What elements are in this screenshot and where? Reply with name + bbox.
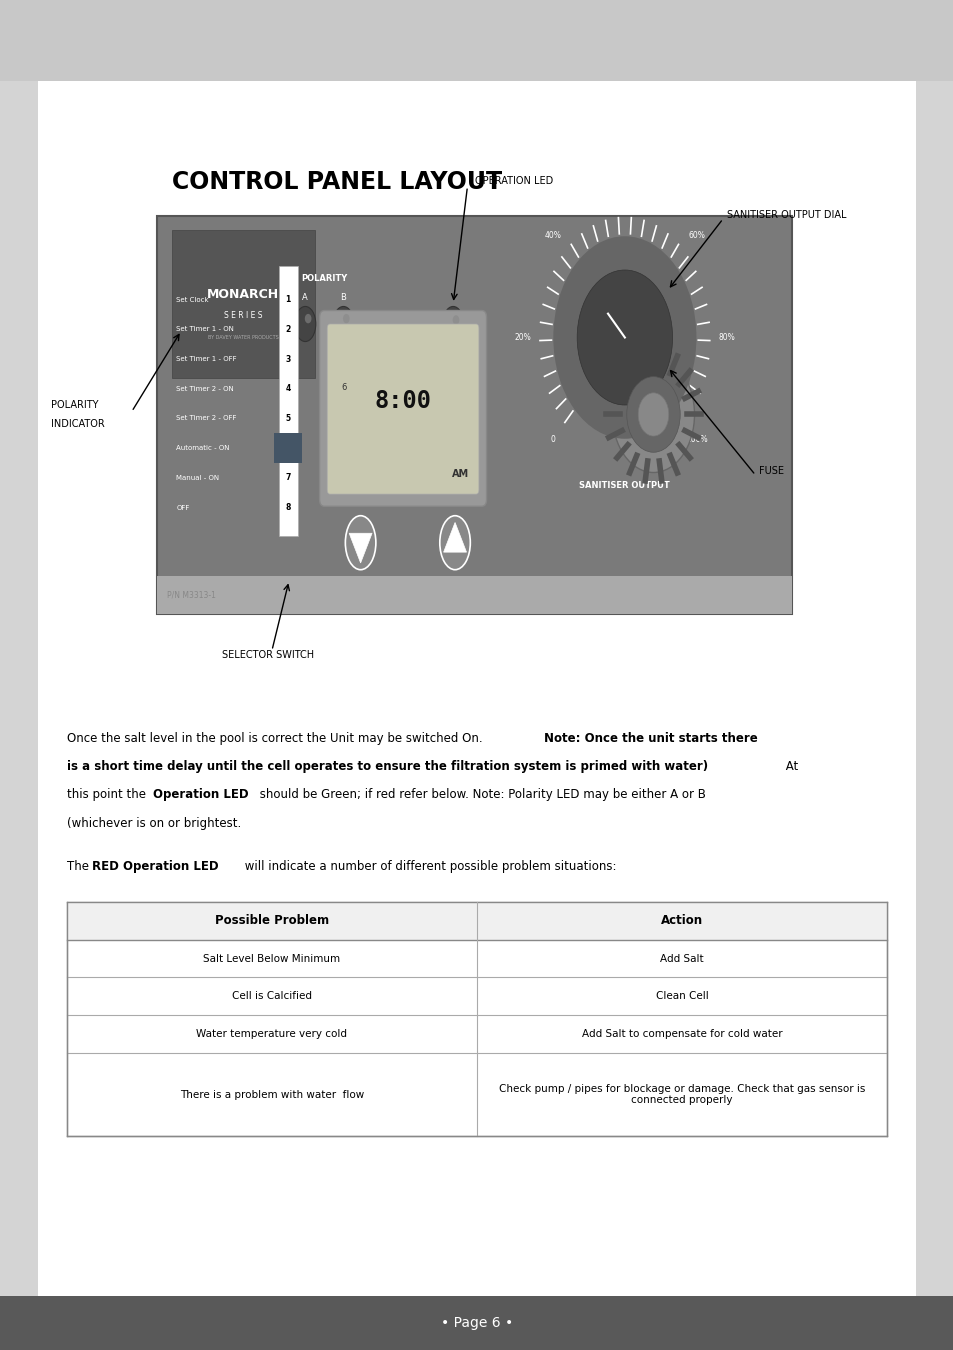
Ellipse shape <box>333 306 354 342</box>
Text: POLARITY: POLARITY <box>51 400 98 410</box>
Text: FUSE 3A: FUSE 3A <box>633 296 673 304</box>
Text: Clean Cell: Clean Cell <box>655 991 708 1002</box>
Text: FUSE: FUSE <box>759 466 783 477</box>
Text: Set Timer 1 - OFF: Set Timer 1 - OFF <box>176 356 237 362</box>
FancyBboxPatch shape <box>157 216 791 614</box>
Text: S E R I E S: S E R I E S <box>224 312 262 320</box>
Text: Possible Problem: Possible Problem <box>214 914 329 927</box>
Text: 4: 4 <box>285 385 291 393</box>
FancyBboxPatch shape <box>172 230 314 378</box>
Text: should be Green; if red refer below. Note: Polarity LED may be either A or B: should be Green; if red refer below. Not… <box>255 788 705 802</box>
Text: CONTROL PANEL LAYOUT: CONTROL PANEL LAYOUT <box>172 170 501 194</box>
Text: The: The <box>67 860 92 873</box>
Text: Set Clock: Set Clock <box>176 297 209 302</box>
Text: 5: 5 <box>285 414 291 423</box>
Text: 8: 8 <box>285 504 291 512</box>
Text: 40%: 40% <box>543 231 560 240</box>
Text: POLARITY: POLARITY <box>301 274 347 282</box>
Ellipse shape <box>305 315 311 323</box>
Circle shape <box>626 377 679 452</box>
Text: B: B <box>340 293 346 301</box>
Ellipse shape <box>345 516 375 570</box>
Text: P/N M3313-1: P/N M3313-1 <box>167 591 215 599</box>
Text: Set Timer 1 - ON: Set Timer 1 - ON <box>176 327 234 332</box>
Text: 6: 6 <box>341 383 347 392</box>
Polygon shape <box>349 533 372 563</box>
Text: There is a problem with water  flow: There is a problem with water flow <box>179 1089 364 1100</box>
Text: Automatic - ON: Automatic - ON <box>176 446 230 451</box>
Text: AM: AM <box>452 468 469 479</box>
Ellipse shape <box>439 516 470 570</box>
Ellipse shape <box>452 315 459 324</box>
Text: Add Salt to compensate for cold water: Add Salt to compensate for cold water <box>581 1029 781 1040</box>
Text: 8:00: 8:00 <box>374 389 431 413</box>
Text: 20%: 20% <box>514 333 531 342</box>
Text: A: A <box>302 293 308 301</box>
Text: 3: 3 <box>285 355 291 363</box>
Text: Set Timer 2 - ON: Set Timer 2 - ON <box>176 386 234 391</box>
FancyBboxPatch shape <box>0 1296 953 1350</box>
FancyBboxPatch shape <box>319 310 486 506</box>
Circle shape <box>577 270 672 405</box>
Text: 6: 6 <box>285 444 291 452</box>
Text: INDICATOR: INDICATOR <box>51 418 104 429</box>
FancyBboxPatch shape <box>38 81 915 1296</box>
Text: 60%: 60% <box>688 231 705 240</box>
Text: 80%: 80% <box>718 333 735 342</box>
Text: MONARCH: MONARCH <box>207 288 279 301</box>
Text: OPERATION: OPERATION <box>428 363 477 371</box>
Circle shape <box>612 356 694 472</box>
FancyBboxPatch shape <box>327 324 478 494</box>
Text: 7: 7 <box>285 474 291 482</box>
Ellipse shape <box>294 306 315 342</box>
Text: Check pump / pipes for blockage or damage. Check that gas sensor is
connected pr: Check pump / pipes for blockage or damag… <box>498 1084 864 1106</box>
Text: Cell is Calcified: Cell is Calcified <box>232 991 312 1002</box>
Text: OFF: OFF <box>176 505 190 510</box>
FancyBboxPatch shape <box>67 902 886 1137</box>
Text: is a short time delay until the cell operates to ensure the filtration system is: is a short time delay until the cell ope… <box>67 760 707 774</box>
Text: Note: Once the unit starts there: Note: Once the unit starts there <box>543 732 757 745</box>
Text: 100%: 100% <box>685 435 707 444</box>
Ellipse shape <box>442 306 463 342</box>
Text: Set Timer 2 - OFF: Set Timer 2 - OFF <box>176 416 236 421</box>
FancyBboxPatch shape <box>67 902 886 940</box>
Text: Water temperature very cold: Water temperature very cold <box>196 1029 347 1040</box>
Circle shape <box>638 393 668 436</box>
Text: RED Operation LED: RED Operation LED <box>91 860 218 873</box>
FancyBboxPatch shape <box>0 0 953 81</box>
Text: • Page 6 •: • Page 6 • <box>440 1316 513 1330</box>
Text: 2: 2 <box>285 325 291 333</box>
FancyBboxPatch shape <box>274 433 302 463</box>
Text: Operation LED: Operation LED <box>152 788 248 802</box>
Text: 1: 1 <box>285 296 291 304</box>
Text: Manual - ON: Manual - ON <box>176 475 219 481</box>
Text: BY DAVEY WATER PRODUCTS: BY DAVEY WATER PRODUCTS <box>208 335 278 340</box>
Ellipse shape <box>343 315 349 323</box>
Text: 0: 0 <box>550 435 555 444</box>
Text: SELECTOR SWITCH: SELECTOR SWITCH <box>222 649 314 660</box>
Text: Salt Level Below Minimum: Salt Level Below Minimum <box>203 953 340 964</box>
Text: At: At <box>781 760 798 774</box>
FancyBboxPatch shape <box>157 576 791 614</box>
Text: (whichever is on or brightest.: (whichever is on or brightest. <box>67 817 241 830</box>
Text: OPERATION LED: OPERATION LED <box>475 176 553 186</box>
Circle shape <box>553 236 696 439</box>
Text: SANITISER OUTPUT: SANITISER OUTPUT <box>578 482 670 490</box>
Text: Action: Action <box>660 914 702 927</box>
Text: Once the salt level in the pool is correct the Unit may be switched On.: Once the salt level in the pool is corre… <box>67 732 486 745</box>
FancyBboxPatch shape <box>278 266 297 536</box>
Text: this point the: this point the <box>67 788 150 802</box>
Polygon shape <box>443 522 466 552</box>
Text: Add Salt: Add Salt <box>659 953 703 964</box>
Text: will indicate a number of different possible problem situations:: will indicate a number of different poss… <box>241 860 617 873</box>
Text: SANITISER OUTPUT DIAL: SANITISER OUTPUT DIAL <box>726 209 845 220</box>
